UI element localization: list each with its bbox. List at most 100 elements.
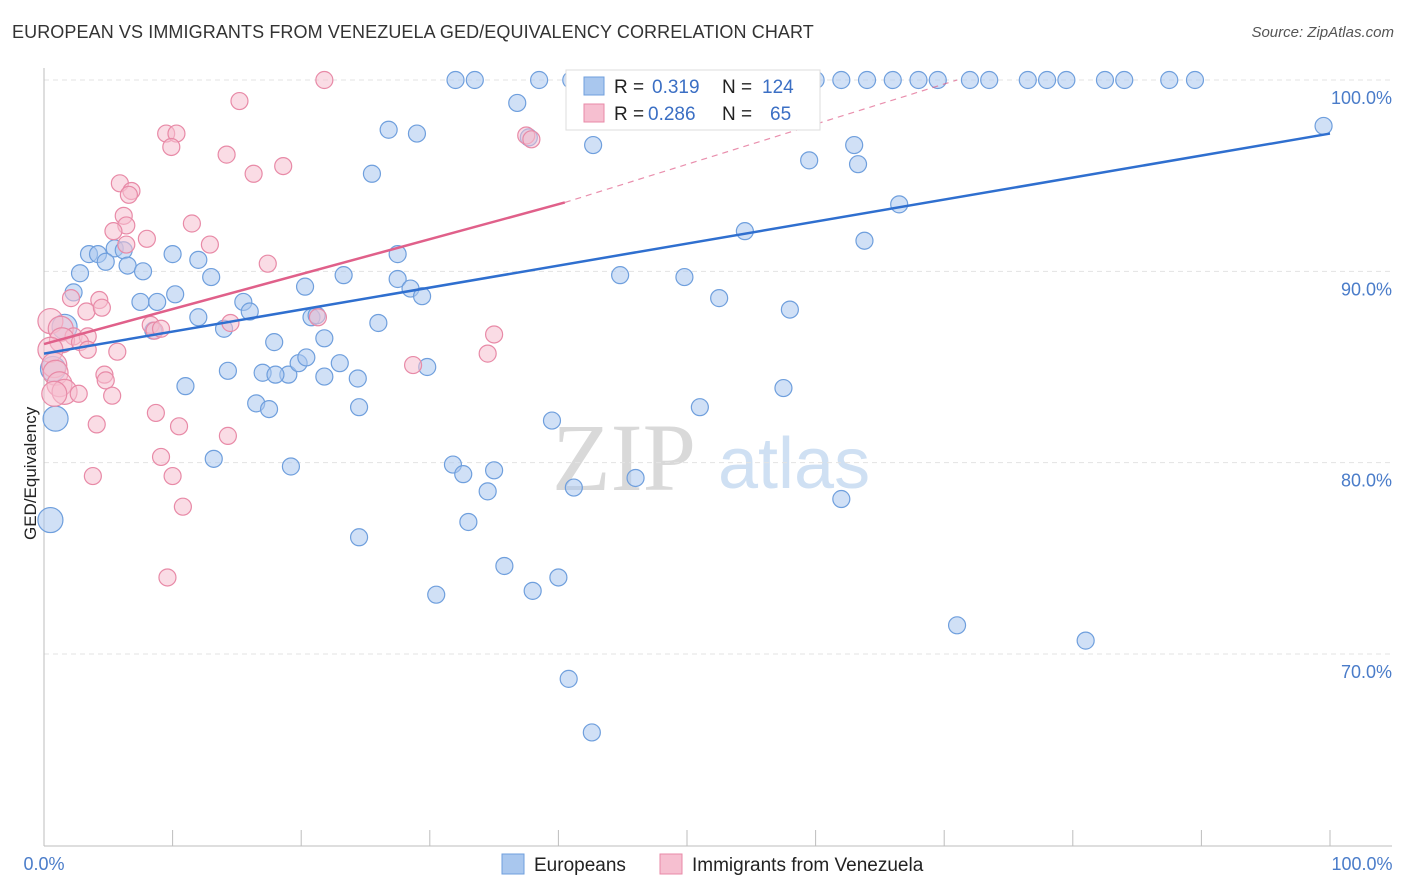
data-point [845, 135, 864, 155]
data-point [522, 130, 541, 149]
data-point [137, 229, 156, 248]
data-point [158, 568, 177, 587]
data-point [832, 489, 851, 509]
stats-swatch-europeans [583, 76, 605, 96]
data-point [928, 70, 947, 90]
y-tick-label: 70.0% [1341, 662, 1392, 682]
data-point [855, 231, 874, 250]
data-point [108, 342, 127, 361]
data-point [379, 120, 398, 139]
data-point [334, 266, 353, 285]
data-point [315, 70, 334, 90]
data-point [465, 70, 484, 90]
data-point [485, 325, 504, 344]
data-point [266, 365, 285, 384]
data-point [780, 300, 799, 319]
stats-n-label-1: N = [722, 77, 752, 98]
trend-line-venezuela-extension [564, 79, 958, 204]
data-point [582, 723, 601, 742]
data-point [584, 135, 603, 155]
data-point [947, 616, 967, 635]
data-point [549, 568, 568, 587]
stats-legend: R = 0.319 N = 124 R = 0.286 N = 65 [565, 69, 821, 131]
series-venezuela [37, 70, 541, 587]
data-point [37, 506, 64, 534]
data-point [832, 70, 851, 90]
y-tick-label: 90.0% [1341, 279, 1392, 299]
data-point [774, 378, 793, 398]
data-point [349, 528, 369, 547]
data-point [960, 70, 980, 90]
data-point [980, 70, 999, 90]
data-point [61, 289, 81, 308]
data-point [163, 245, 182, 264]
data-point [182, 214, 201, 233]
data-point [1095, 70, 1115, 90]
data-point [559, 669, 578, 688]
x-ticks [43, 830, 1331, 846]
data-point [218, 426, 237, 445]
data-point [890, 195, 909, 214]
stats-swatch-venezuela [583, 103, 605, 123]
data-point [189, 308, 208, 327]
data-point [78, 340, 97, 359]
data-point [118, 256, 137, 275]
data-point [446, 70, 465, 90]
data-point [148, 292, 167, 312]
stats-r-label-1: R = [614, 77, 644, 98]
data-point [315, 329, 334, 348]
data-point [1314, 116, 1333, 136]
data-point [848, 155, 868, 174]
data-point [42, 405, 69, 432]
data-point [857, 70, 877, 90]
data-point [454, 465, 473, 484]
data-point [41, 380, 68, 407]
data-point [103, 386, 122, 405]
trend-line-europeans [43, 132, 1331, 355]
data-point [96, 252, 115, 271]
data-point [69, 384, 88, 403]
chart-title: EUROPEAN VS IMMIGRANTS FROM VENEZUELA GE… [12, 22, 814, 42]
data-point [204, 449, 223, 468]
data-point [117, 235, 136, 254]
data-point [131, 292, 150, 312]
data-point [348, 369, 367, 388]
data-point [315, 367, 334, 386]
data-point [1057, 70, 1076, 90]
data-point [240, 302, 259, 321]
data-point [218, 361, 237, 380]
y-tick-label: 100.0% [1331, 88, 1392, 108]
axes [43, 68, 1392, 847]
data-point [478, 344, 497, 363]
data-point [523, 581, 542, 600]
data-point [189, 250, 208, 269]
stats-n-label-2: N = [722, 104, 752, 125]
data-point [1037, 70, 1057, 90]
source-credit: Source: ZipAtlas.com [1251, 24, 1394, 41]
data-point [96, 371, 115, 390]
data-point [230, 91, 249, 111]
data-point [330, 354, 349, 373]
data-point [244, 164, 263, 183]
x-tick-label-left: 0.0% [23, 854, 64, 874]
y-axis-label: GED/Equivalency [21, 406, 40, 540]
data-point [176, 377, 195, 396]
data-point [909, 70, 928, 90]
data-point [169, 417, 189, 436]
data-point [104, 222, 123, 241]
stats-r-value-venezuela: 0.286 [648, 104, 696, 125]
data-point [281, 457, 301, 476]
data-point [508, 93, 527, 113]
data-point [258, 254, 277, 273]
data-point [274, 157, 293, 176]
stats-r-value-europeans: 0.319 [652, 77, 700, 98]
data-point [542, 411, 562, 430]
data-point [407, 124, 427, 143]
data-point [146, 403, 165, 423]
data-point [626, 468, 645, 488]
data-point [92, 298, 111, 317]
y-tick-labels: 70.0% 80.0% 90.0% 100.0% [1331, 88, 1392, 682]
stats-r-label-2: R = [614, 104, 644, 125]
data-point [83, 466, 102, 486]
data-point [427, 585, 446, 604]
